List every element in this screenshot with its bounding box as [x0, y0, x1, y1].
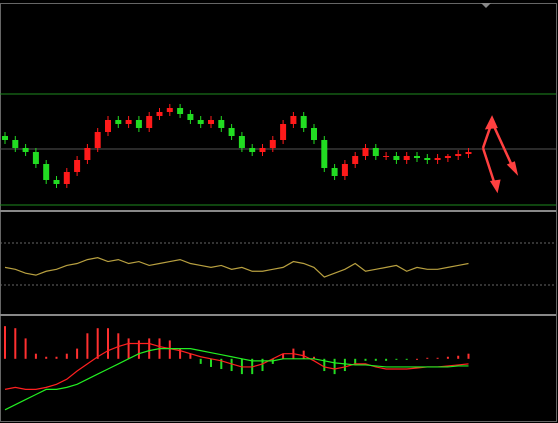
histogram-bar [179, 348, 182, 359]
histogram-bar [282, 353, 285, 359]
histogram-bar [313, 356, 315, 359]
histogram-bar [323, 358, 326, 372]
candle-body [383, 156, 390, 157]
candle-body [74, 160, 81, 172]
candle-body [197, 120, 204, 124]
candle-body [259, 148, 266, 152]
histogram-bar [127, 338, 130, 359]
histogram-bar [14, 328, 17, 359]
histogram-bar [446, 356, 449, 359]
histogram-bar [220, 358, 223, 369]
histogram-bar [55, 356, 58, 359]
candle-body [63, 172, 70, 184]
histogram-bar [343, 358, 346, 372]
candle-body [372, 148, 379, 156]
histogram-bar [65, 353, 68, 359]
candle-body [166, 108, 173, 112]
histogram-bar [96, 328, 99, 359]
candle-body [105, 120, 111, 132]
histogram-bar [416, 358, 418, 360]
histogram-bar [148, 338, 151, 359]
histogram-bar [86, 333, 89, 359]
candle-body [290, 116, 297, 124]
histogram-bar [137, 340, 140, 359]
candle-body [228, 128, 235, 136]
candle-body [424, 158, 431, 160]
histogram-bar [467, 353, 470, 359]
histogram-bar [436, 357, 439, 359]
candle-body [187, 114, 194, 120]
candle-body [22, 148, 29, 152]
candle-body [352, 156, 359, 164]
candle-body [135, 120, 142, 128]
candle-body [393, 156, 400, 160]
histogram-bar [189, 353, 192, 359]
histogram-bar [24, 338, 27, 359]
candle-body [218, 120, 225, 128]
histogram-bar [199, 358, 202, 364]
candle-body [94, 132, 101, 148]
candle-body [249, 148, 256, 152]
histogram-bar [426, 357, 429, 359]
oscillator-line [4, 257, 469, 278]
candle-body [156, 112, 163, 116]
histogram-bar [45, 356, 48, 359]
candle-body [331, 168, 338, 176]
candle-body [403, 156, 410, 160]
marker [481, 3, 491, 8]
histogram-bar [354, 358, 357, 364]
candle-body [177, 108, 184, 114]
candle-body [311, 128, 317, 140]
candle-body [115, 120, 122, 124]
histogram-bar [374, 358, 377, 361]
histogram-bar [385, 358, 388, 361]
candle-body [321, 140, 328, 168]
histogram-bar [457, 355, 460, 359]
histogram-bar [405, 358, 408, 360]
histogram-bar [395, 358, 398, 360]
candle-body [455, 154, 462, 156]
histogram-bar [261, 358, 264, 372]
histogram-bar [4, 326, 6, 359]
candle-body [208, 120, 214, 124]
candle-body [146, 116, 153, 128]
histogram-bar [302, 350, 305, 359]
histogram-bar [364, 358, 367, 361]
histogram-bar [333, 358, 336, 375]
candle-body [43, 164, 50, 180]
candle-body [341, 164, 348, 176]
candle-body [434, 158, 441, 160]
candle-body [444, 156, 451, 158]
candle-body [53, 180, 60, 184]
histogram-bar [210, 358, 212, 367]
frame [0, 3, 557, 422]
candle-body [238, 136, 245, 148]
macd-line [4, 348, 469, 411]
histogram-bar [107, 328, 109, 359]
histogram-bar [34, 353, 37, 359]
candle-body [362, 148, 369, 156]
candle-body [125, 120, 132, 124]
candle-body [414, 156, 420, 158]
histogram-bar [230, 358, 233, 372]
macd-line [4, 342, 469, 390]
histogram-bar [168, 340, 171, 359]
candle-body [269, 140, 276, 148]
candle-body [465, 152, 472, 154]
candle-body [32, 152, 39, 164]
candle-body [300, 116, 307, 128]
candle-body [2, 136, 8, 140]
candle-body [280, 124, 287, 140]
candle-body [84, 148, 91, 160]
arrows [481, 115, 519, 194]
histogram-bar [76, 348, 79, 359]
candle-body [12, 140, 19, 148]
